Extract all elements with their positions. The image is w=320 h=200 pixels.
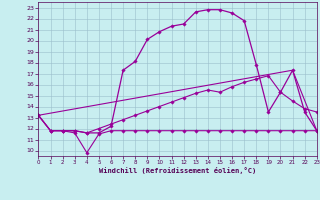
X-axis label: Windchill (Refroidissement éolien,°C): Windchill (Refroidissement éolien,°C)	[99, 167, 256, 174]
